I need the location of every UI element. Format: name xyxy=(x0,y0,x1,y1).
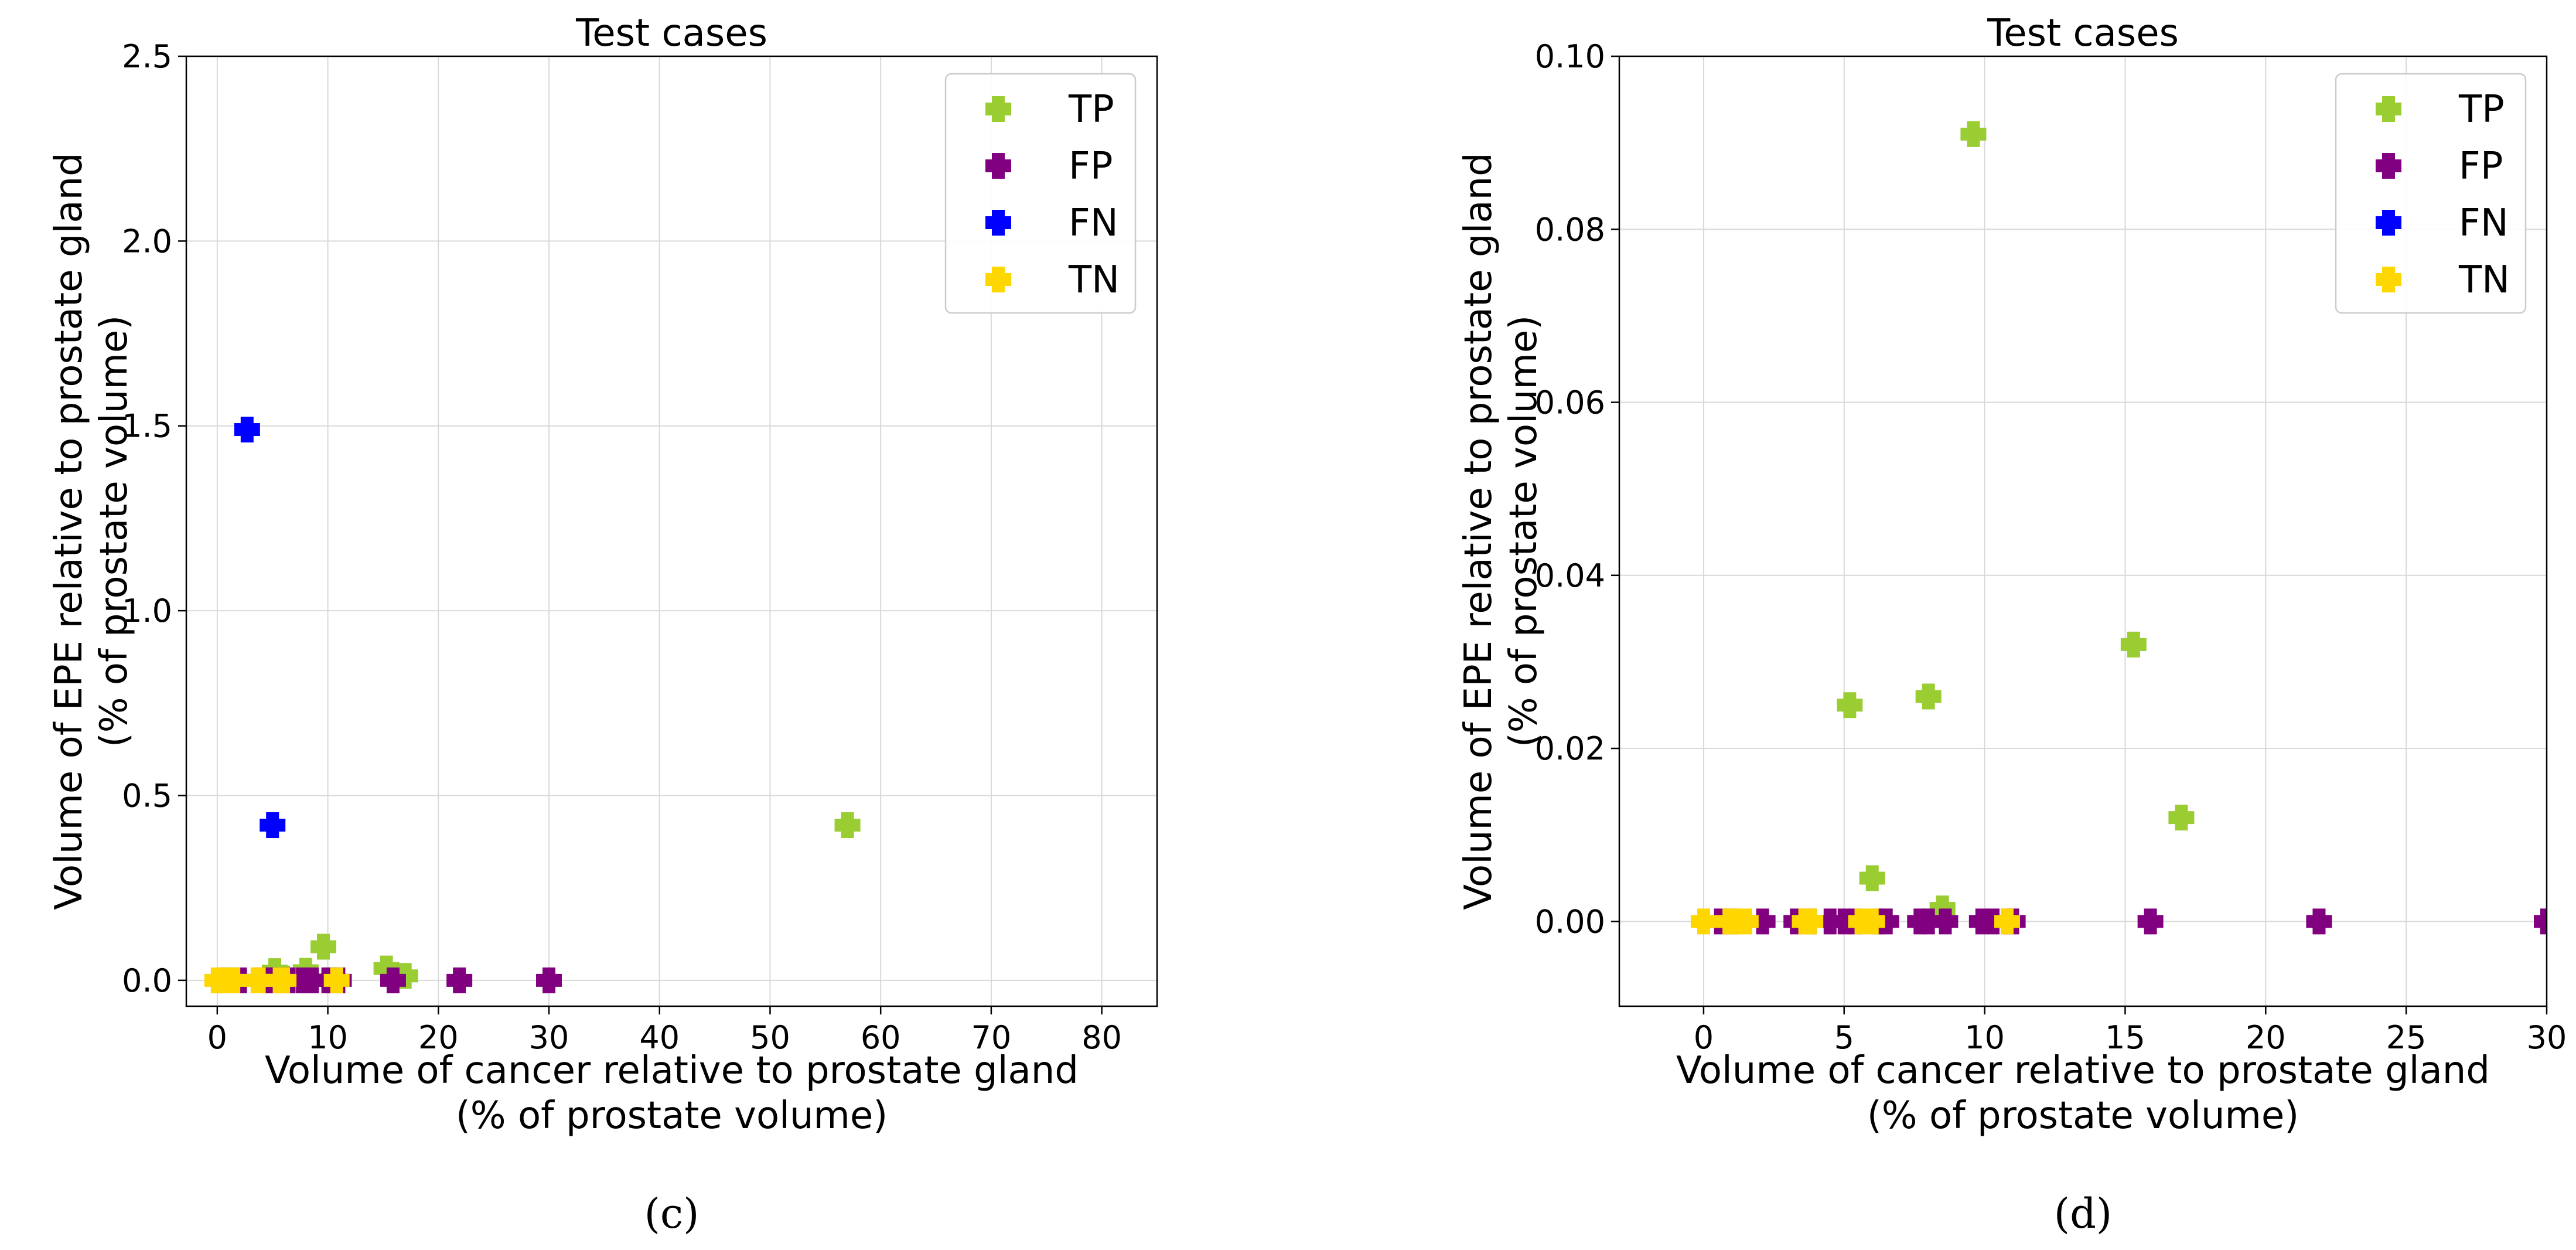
y-tick-label: 1.5 xyxy=(122,408,172,445)
legend-label-fp: FP xyxy=(2459,145,2503,188)
legend-marker-fn xyxy=(985,210,1011,236)
data-point-tn xyxy=(1859,908,1885,935)
legend: TP FP FN TN xyxy=(2335,73,2527,314)
data-point-fp xyxy=(536,967,562,993)
scatter-chart-d: 0 5 10 15 20 25 30 0.00 0.02 0.04 0.06 0.08 0.10 Tes… xyxy=(1457,12,2567,1238)
legend-marker-fp xyxy=(985,153,1011,179)
data-point-fp xyxy=(2137,908,2164,935)
data-point-tn xyxy=(246,967,272,993)
x-tick-label: 30 xyxy=(2527,1019,2567,1056)
x-tick-label: 40 xyxy=(639,1019,680,1056)
y-tick-label: 0.06 xyxy=(1535,384,1605,421)
data-point-fp xyxy=(2306,908,2332,935)
legend-marker-fp xyxy=(2376,153,2401,179)
data-point-tp xyxy=(1960,121,1987,147)
scatter-chart-c: 0 10 20 30 40 50 60 70 80 0.0 0.5 1.0 1.5 2.0 2.5 Test… xyxy=(47,12,1158,1238)
legend: TP FP FN TN xyxy=(944,73,1137,314)
y-tick-label: 0.5 xyxy=(122,777,172,814)
data-point-tp xyxy=(1859,865,1885,891)
x-axis-label: Volume of cancer relative to prostate gl… xyxy=(1676,1049,2490,1092)
legend-box xyxy=(944,73,1137,314)
y-axis-label-unit: (% of prostate volume) xyxy=(1502,315,1545,747)
data-point-fp xyxy=(380,967,406,993)
data-point-tp xyxy=(1915,683,1942,710)
data-point-tp xyxy=(2120,631,2147,658)
data-point-tn xyxy=(1732,908,1759,935)
legend-marker-tp xyxy=(985,96,1011,122)
legend-label-fn: FN xyxy=(1069,202,1118,245)
x-tick-label: 70 xyxy=(971,1019,1012,1056)
x-tick-label: 20 xyxy=(2246,1019,2286,1056)
data-point-tn xyxy=(271,967,297,993)
y-tick-label: 0.00 xyxy=(1535,903,1605,940)
x-tick-label: 20 xyxy=(418,1019,459,1056)
panel-caption: (d) xyxy=(2054,1190,2112,1238)
legend-label-tp: TP xyxy=(2458,88,2505,131)
x-axis-label: Volume of cancer relative to prostate gl… xyxy=(265,1049,1079,1092)
legend-marker-tp xyxy=(2376,96,2401,122)
y-tick-label: 1.0 xyxy=(122,592,172,629)
x-tick-label: 10 xyxy=(1964,1019,2005,1056)
chart-title: Test cases xyxy=(1987,12,2179,55)
x-tick-label: 80 xyxy=(1081,1019,1122,1056)
legend-marker-tn xyxy=(985,267,1011,292)
y-axis-label: Volume of EPE relative to prostate gland xyxy=(1457,152,1500,910)
legend-marker-fn xyxy=(2376,210,2401,236)
data-point-tp xyxy=(311,934,337,960)
y-tick-label: 0.08 xyxy=(1535,211,1605,248)
legend-label-tn: TN xyxy=(1068,258,1120,302)
data-point-tn xyxy=(221,967,247,993)
panel-caption: (c) xyxy=(644,1190,700,1238)
legend-marker-tn xyxy=(2376,267,2401,292)
data-point-tn xyxy=(323,967,350,993)
y-tick-label: 0.10 xyxy=(1535,38,1605,75)
plot-frame xyxy=(1618,55,2548,1007)
legend-label-fn: FN xyxy=(2459,202,2509,245)
x-tick-label: 0 xyxy=(1694,1019,1714,1056)
x-tick-label: 0 xyxy=(207,1019,227,1056)
y-axis-label-unit: (% of prostate volume) xyxy=(93,315,136,747)
legend-label-tp: TP xyxy=(1068,88,1114,131)
y-tick-label: 2.5 xyxy=(122,38,172,75)
data-point-tp xyxy=(834,812,861,838)
data-point-fn xyxy=(234,417,260,443)
x-tick-label: 30 xyxy=(529,1019,569,1056)
y-tick-label: 0.04 xyxy=(1535,557,1605,594)
legend-box xyxy=(2335,73,2527,314)
data-point-tn xyxy=(1690,908,1717,935)
x-axis-label-unit: (% of prostate volume) xyxy=(1867,1094,2299,1137)
y-tick-label: 0.0 xyxy=(122,962,172,999)
x-tick-label: 15 xyxy=(2105,1019,2145,1056)
data-point-fp xyxy=(446,967,473,993)
legend-label-fp: FP xyxy=(1069,145,1113,188)
data-point-tn xyxy=(1797,908,1824,935)
x-tick-label: 60 xyxy=(861,1019,901,1056)
data-point-fp xyxy=(2534,908,2547,935)
x-tick-label: 25 xyxy=(2386,1019,2427,1056)
data-point-tp xyxy=(2168,805,2195,831)
y-tick-label: 2.0 xyxy=(122,223,172,260)
chart-title: Test cases xyxy=(575,12,767,55)
x-axis-label-unit: (% of prostate volume) xyxy=(456,1094,888,1137)
data-point-tn xyxy=(1994,908,2020,935)
data-point-fp xyxy=(1932,908,1959,935)
data-point-fn xyxy=(260,812,286,838)
plot-frame xyxy=(185,55,1158,1007)
y-axis-label: Volume of EPE relative to prostate gland xyxy=(47,152,91,910)
x-tick-label: 50 xyxy=(750,1019,790,1056)
data-point-tp xyxy=(1837,692,1863,718)
x-tick-label: 5 xyxy=(1834,1019,1854,1056)
legend-label-tn: TN xyxy=(2458,258,2510,302)
x-tick-label: 10 xyxy=(308,1019,348,1056)
y-tick-label: 0.02 xyxy=(1535,730,1605,767)
